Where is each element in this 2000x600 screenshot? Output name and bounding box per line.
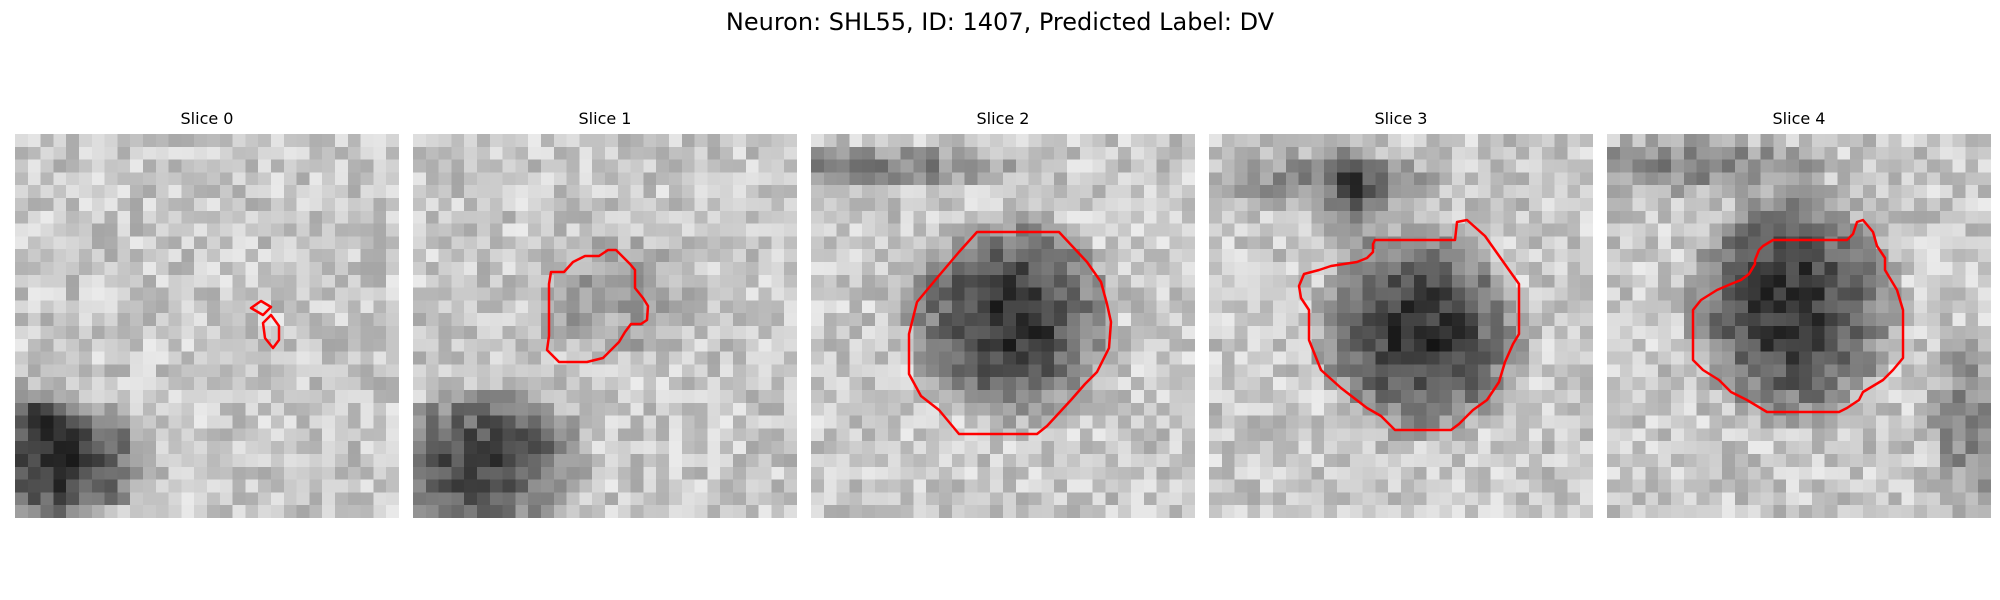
slice-title-0: Slice 0 <box>180 109 234 128</box>
slice-pixels-0 <box>15 134 399 518</box>
slice-panel-0: Slice 0 <box>15 108 399 518</box>
slice-contour-layer-4 <box>1691 218 1905 414</box>
slice-panel-3: Slice 3 <box>1209 108 1593 518</box>
slice-panel-4: Slice 4 <box>1607 108 1991 518</box>
slice-title-1: Slice 1 <box>578 109 632 128</box>
slice-contour-layer-3 <box>1297 218 1521 432</box>
segmentation-contour <box>261 313 281 350</box>
segmentation-contour <box>907 230 1113 436</box>
slice-pixels-4 <box>1607 134 1991 518</box>
slice-image-0 <box>15 134 399 518</box>
slice-image-2 <box>811 134 1195 518</box>
slice-contour-layer-1 <box>545 248 650 364</box>
slice-image-3 <box>1209 134 1593 518</box>
slice-panel-2: Slice 2 <box>811 108 1195 518</box>
slice-contour-layer-2 <box>907 230 1113 436</box>
segmentation-contour <box>1297 218 1521 432</box>
slice-title-3: Slice 3 <box>1374 109 1428 128</box>
slice-image-1 <box>413 134 797 518</box>
slice-contour-layer-0 <box>249 299 281 350</box>
segmentation-contour <box>1691 218 1905 414</box>
segmentation-contour <box>545 248 650 364</box>
slice-pixels-2 <box>811 134 1195 518</box>
segmentation-contour <box>249 299 273 317</box>
slice-title-4: Slice 4 <box>1772 109 1826 128</box>
slice-panel-1: Slice 1 <box>413 108 797 518</box>
slice-pixels-1 <box>413 134 797 518</box>
figure-title: Neuron: SHL55, ID: 1407, Predicted Label… <box>725 8 1275 36</box>
slice-title-2: Slice 2 <box>976 109 1030 128</box>
slice-image-4 <box>1607 134 1991 518</box>
slice-pixels-3 <box>1209 134 1593 518</box>
